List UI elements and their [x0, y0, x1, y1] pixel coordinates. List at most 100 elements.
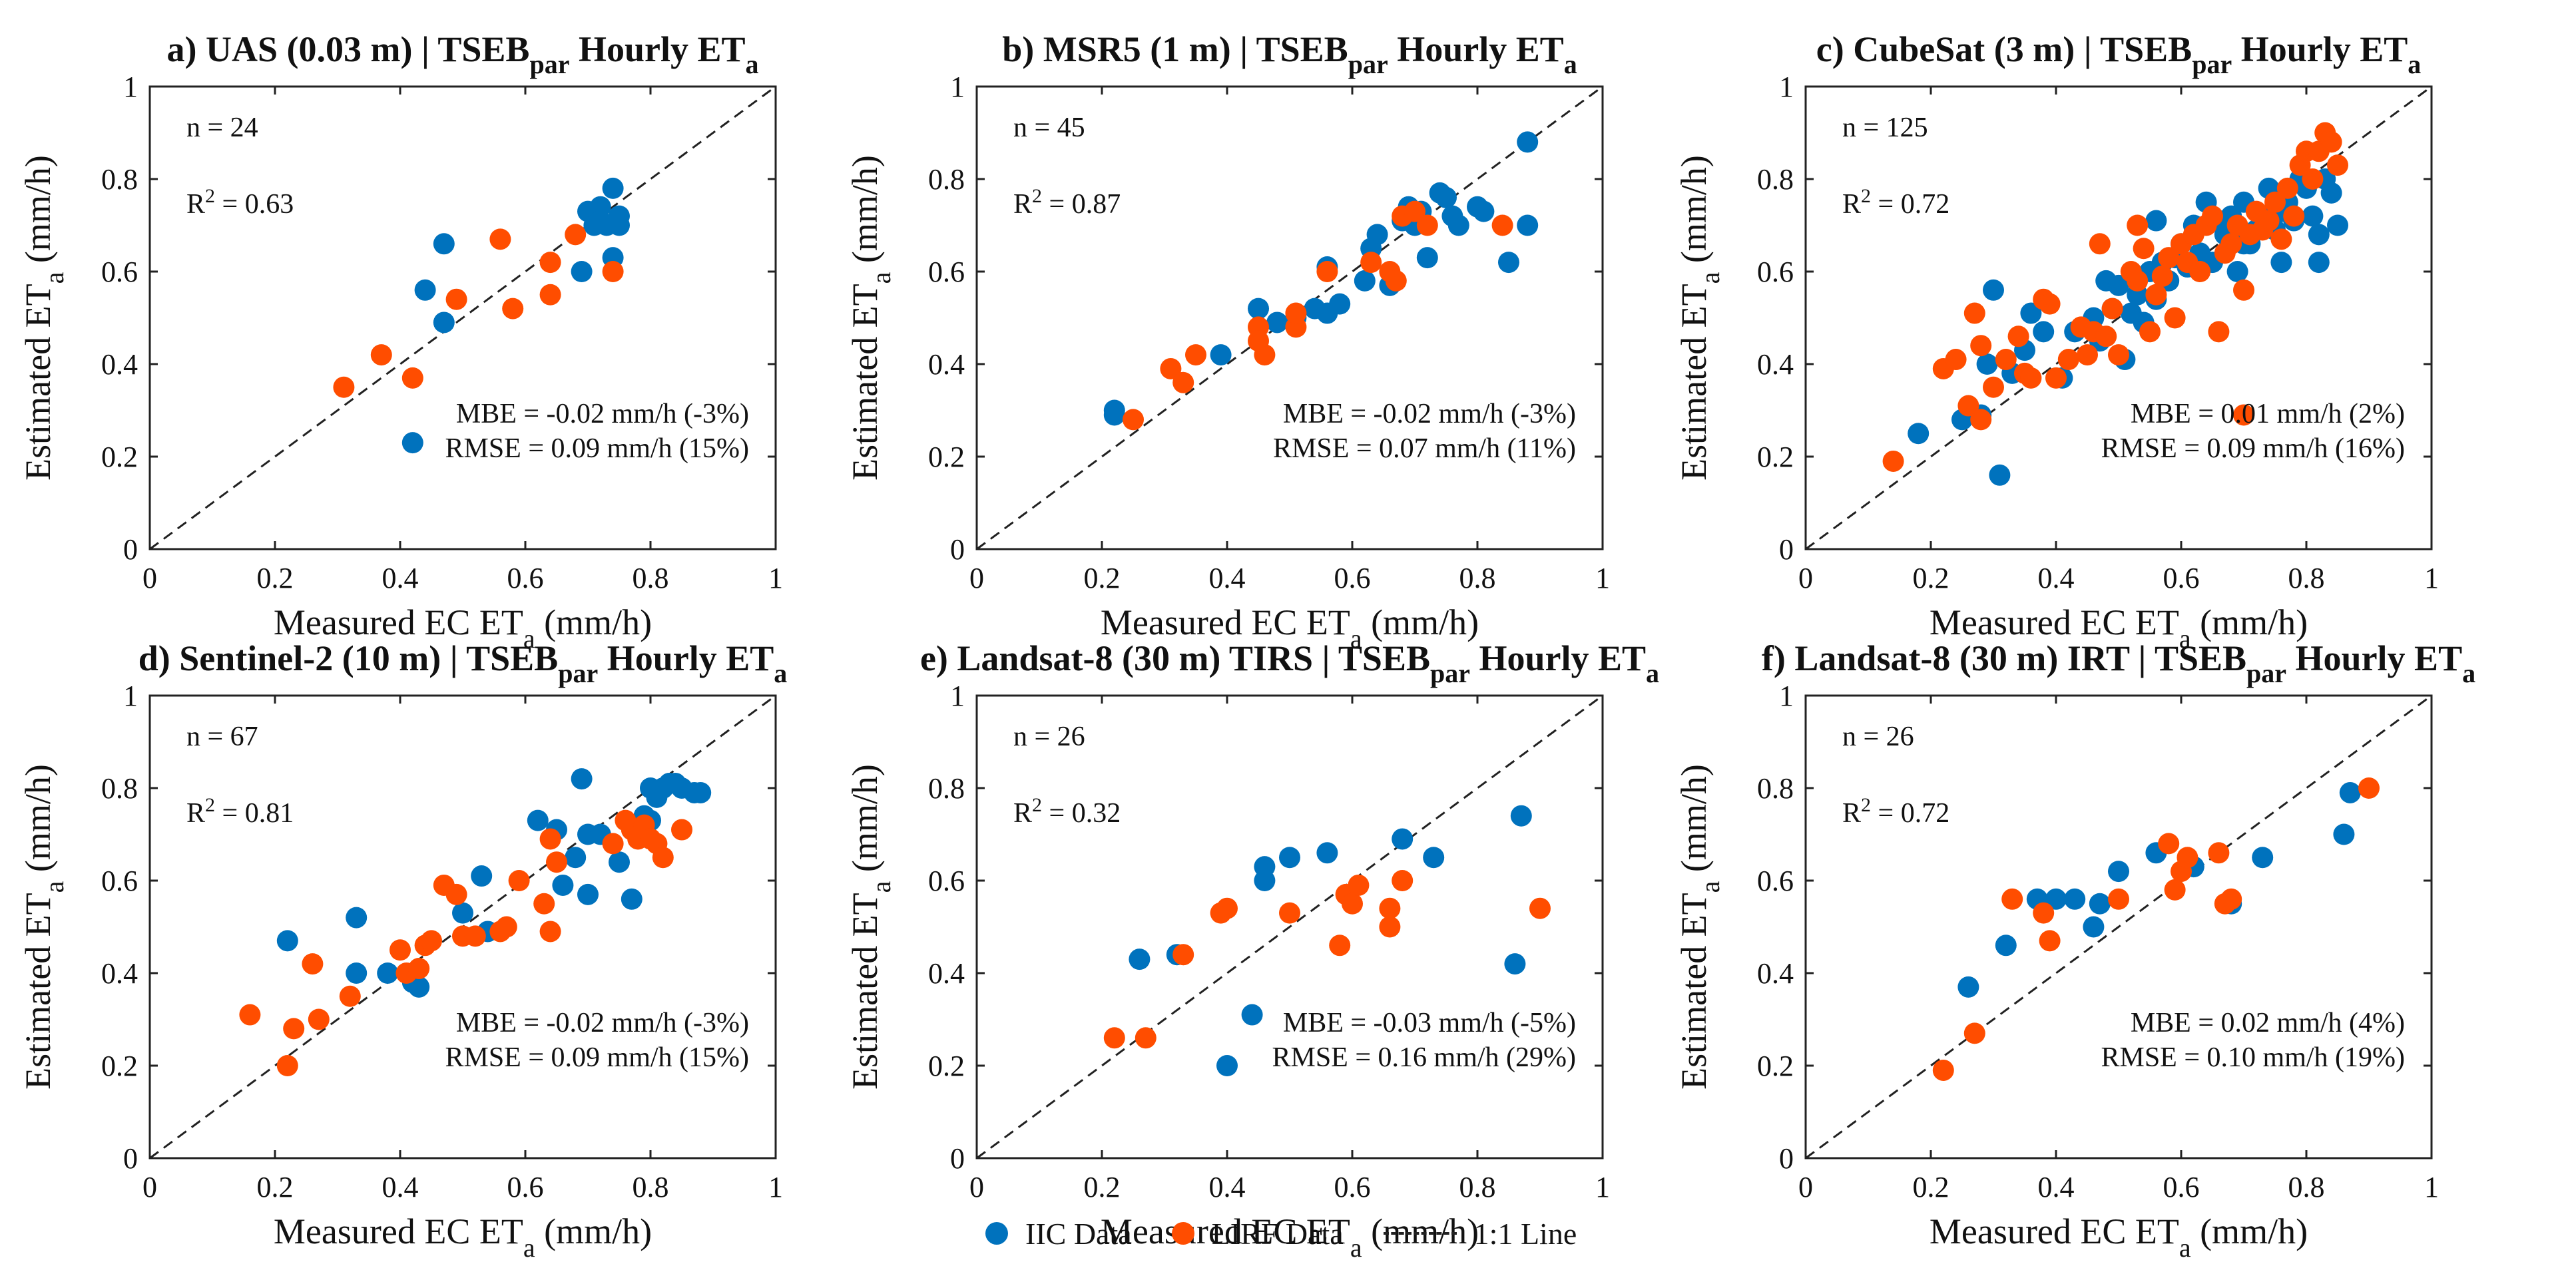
lirf-point	[2202, 205, 2223, 227]
y-tick-label: 1	[123, 71, 138, 103]
lirf-point	[276, 1055, 298, 1076]
x-tick-label: 0.6	[507, 1171, 544, 1203]
legend-label-line: 1:1 Line	[1473, 1216, 1577, 1251]
y-tick-label: 0	[123, 533, 138, 566]
lirf-point	[1360, 252, 1382, 274]
y-tick-label: 0.8	[928, 163, 965, 196]
lirf-point	[1963, 302, 1985, 324]
lirf-point	[239, 1004, 261, 1026]
iic-point	[1517, 214, 1539, 236]
panel-title: d) Sentinel-2 (10 m) | TSEBpar Hourly ET…	[138, 638, 788, 688]
lirf-point	[1172, 371, 1194, 393]
lirf-point	[408, 958, 430, 980]
mbe-stat: MBE = 0.01 mm/h (2%)	[2131, 399, 2405, 429]
lirf-point	[421, 930, 442, 952]
lirf-point	[2127, 214, 2149, 236]
legend-item-lirf: LIRF Data	[1171, 1216, 1344, 1251]
lirf-point	[2208, 842, 2230, 864]
lirf-point	[2151, 265, 2173, 287]
lirf-point	[539, 252, 561, 274]
y-tick-label: 0.8	[1757, 772, 1794, 805]
lirf-point	[539, 921, 561, 943]
mbe-stat: MBE = -0.03 mm/h (-5%)	[1283, 1008, 1576, 1038]
y-tick-label: 0.6	[1757, 256, 1794, 288]
lirf-point	[1970, 409, 1992, 431]
panel-1: 00 0.2 0.2 0.4 0.4 0.6 0.6 0.8 0.8 1 1 a) UAS (0.03…	[18, 29, 783, 654]
lirf-point	[1404, 200, 1425, 222]
lirf-point	[2264, 191, 2286, 213]
lirf-point	[1348, 874, 1370, 896]
mbe-stat: MBE = -0.02 mm/h (-3%)	[456, 1008, 749, 1038]
lirf-point	[1995, 349, 2017, 371]
lirf-point	[1316, 261, 1338, 282]
y-tick-label: 0.4	[928, 348, 965, 381]
iic-point	[346, 962, 368, 984]
iic-point	[1473, 200, 1495, 222]
y-tick-label: 1	[1779, 71, 1794, 103]
lirf-point	[1248, 330, 1269, 352]
iic-point	[2270, 252, 2292, 274]
lirf-point	[2108, 888, 2129, 910]
lirf-point	[2276, 177, 2298, 199]
lirf-point	[2095, 325, 2117, 347]
lirf-point	[2039, 930, 2061, 952]
x-tick-label: 0.4	[382, 562, 419, 594]
iic-point	[452, 902, 473, 924]
lirf-point	[1970, 335, 1992, 357]
x-tick-label: 0.2	[1913, 562, 1949, 594]
iic-point	[2327, 214, 2348, 236]
x-tick-label: 0	[969, 562, 984, 594]
one-to-one-line	[149, 85, 776, 550]
lirf-point	[1342, 893, 1363, 915]
lirf-point	[1983, 376, 2004, 398]
x-tick-label: 0.2	[1084, 562, 1121, 594]
lirf-point	[2164, 879, 2186, 901]
plot-frame	[975, 694, 1604, 1160]
iic-point	[1366, 224, 1388, 246]
iic-point	[1266, 312, 1288, 333]
iic-point	[1279, 847, 1300, 869]
lirf-point	[2158, 833, 2180, 855]
lirf-point	[502, 298, 524, 319]
iic-point	[276, 930, 298, 952]
iic-point	[571, 768, 593, 790]
y-tick-label: 0.4	[1757, 957, 1794, 990]
rmse-stat: RMSE = 0.09 mm/h (15%)	[445, 1042, 749, 1073]
lirf-point	[2283, 205, 2305, 227]
x-tick-label: 0.2	[257, 1171, 294, 1203]
panel-title: f) Landsat-8 (30 m) IRT | TSEBpar Hourly…	[1762, 638, 2475, 688]
plot-frame	[1804, 85, 2433, 550]
iic-point	[609, 205, 630, 227]
lirf-point	[370, 344, 392, 366]
iic-point	[1983, 279, 2004, 301]
iic-point	[1129, 949, 1151, 970]
iic-point	[2045, 888, 2067, 910]
y-axis-label: Estimated ETa (mm/h)	[18, 155, 69, 481]
lirf-point	[2220, 233, 2242, 255]
y-tick-label: 0.4	[101, 957, 138, 990]
sample-size: n = 26	[1842, 722, 1914, 752]
iic-point	[1517, 131, 1539, 153]
plot-frame	[148, 694, 777, 1160]
iic-point	[2308, 252, 2330, 274]
x-tick-label: 0	[969, 1171, 984, 1203]
lirf-point	[1379, 916, 1401, 938]
x-tick-label: 0.2	[257, 562, 294, 594]
legend: IIC Data LIRF Data 1:1 Line	[985, 1210, 1577, 1257]
plot-frame	[148, 85, 777, 550]
lirf-point	[2127, 270, 2149, 292]
x-tick-label: 0.8	[1459, 1171, 1496, 1203]
lirf-point	[1392, 870, 1414, 891]
iic-point	[577, 883, 599, 905]
lirf-point	[1279, 902, 1300, 924]
lirf-point	[1185, 344, 1206, 366]
iic-point	[1210, 344, 1232, 366]
iic-point	[2333, 823, 2355, 845]
y-tick-label: 0	[950, 533, 965, 566]
iic-point	[2108, 274, 2129, 296]
iic-point	[2320, 182, 2342, 204]
y-axis-label: Estimated ETa (mm/h)	[1674, 764, 1725, 1090]
iic-point	[2339, 781, 2361, 803]
